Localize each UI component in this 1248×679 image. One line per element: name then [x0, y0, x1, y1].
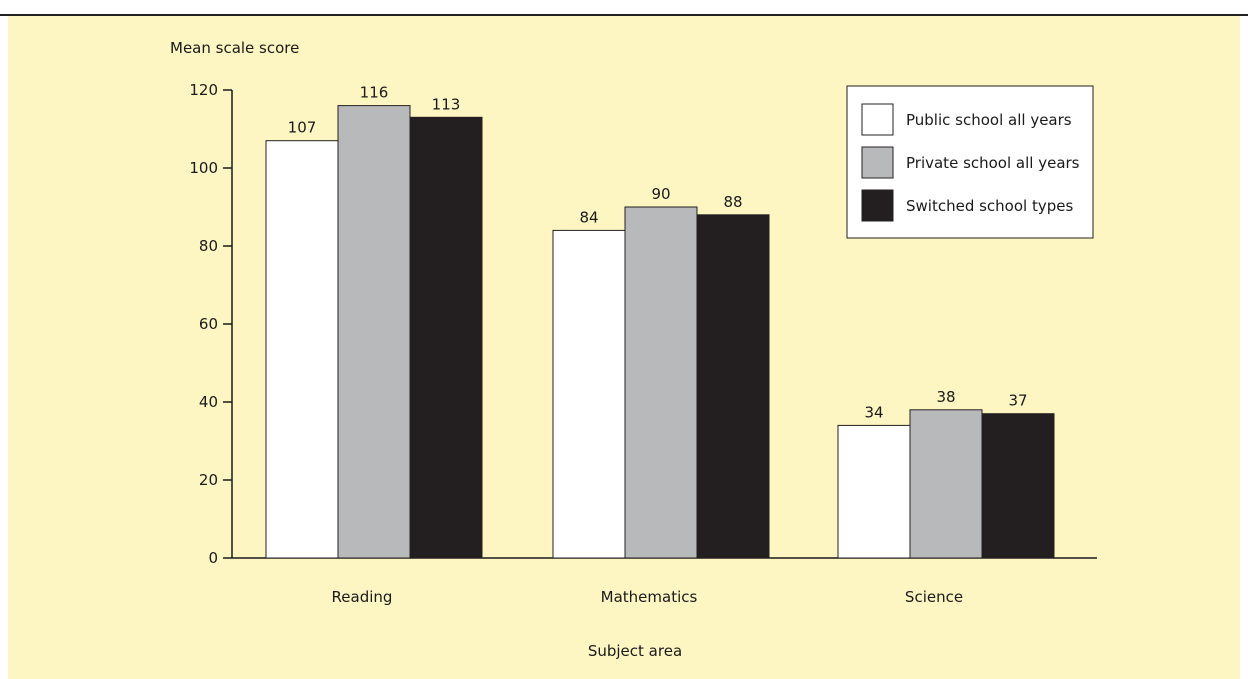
bar-reading-2 — [337, 105, 411, 559]
y-tick-label: 0 — [208, 549, 218, 567]
data-label: 90 — [651, 185, 670, 203]
legend-swatch — [861, 103, 894, 136]
legend-label: Switched school types — [906, 197, 1073, 215]
y-axis-title: Mean scale score — [170, 39, 299, 57]
data-label: 107 — [288, 119, 317, 137]
x-category-label: Science — [905, 588, 963, 606]
legend: Public school all years Private school al… — [846, 85, 1094, 239]
legend-swatch — [861, 189, 894, 222]
data-label: 116 — [360, 84, 389, 102]
y-tick-label: 120 — [189, 81, 218, 99]
y-tick-label: 80 — [199, 237, 218, 255]
data-label: 34 — [864, 403, 883, 421]
y-tick-label: 40 — [199, 393, 218, 411]
x-category-label: Reading — [332, 588, 393, 606]
bar-reading-3 — [409, 116, 483, 559]
data-label: 37 — [1008, 392, 1027, 410]
legend-swatch — [861, 146, 894, 179]
y-tick-label: 20 — [199, 471, 218, 489]
header-divider — [0, 14, 1248, 16]
bars: 107 116 113 Reading 84 90 88 Mathematics 34 38 37 S… — [265, 84, 1055, 606]
legend-label: Private school all years — [906, 154, 1080, 172]
bar-reading-1 — [265, 140, 339, 559]
y-tick-label: 100 — [189, 159, 218, 177]
data-label: 38 — [936, 388, 955, 406]
data-label: 84 — [579, 208, 598, 226]
x-category-label: Mathematics — [601, 588, 698, 606]
x-axis-title: Subject area — [588, 642, 682, 660]
bar-mathematics-1 — [552, 229, 626, 559]
y-tick-label: 60 — [199, 315, 218, 333]
data-label: 88 — [723, 193, 742, 211]
data-label: 113 — [432, 95, 461, 113]
bar-mathematics-3 — [696, 214, 770, 559]
bar-science-1 — [837, 424, 911, 559]
legend-label: Public school all years — [906, 111, 1072, 129]
header-rule — [0, 0, 1248, 16]
bar-mathematics-2 — [624, 206, 698, 559]
bar-science-2 — [909, 409, 983, 559]
bar-science-3 — [981, 413, 1055, 559]
